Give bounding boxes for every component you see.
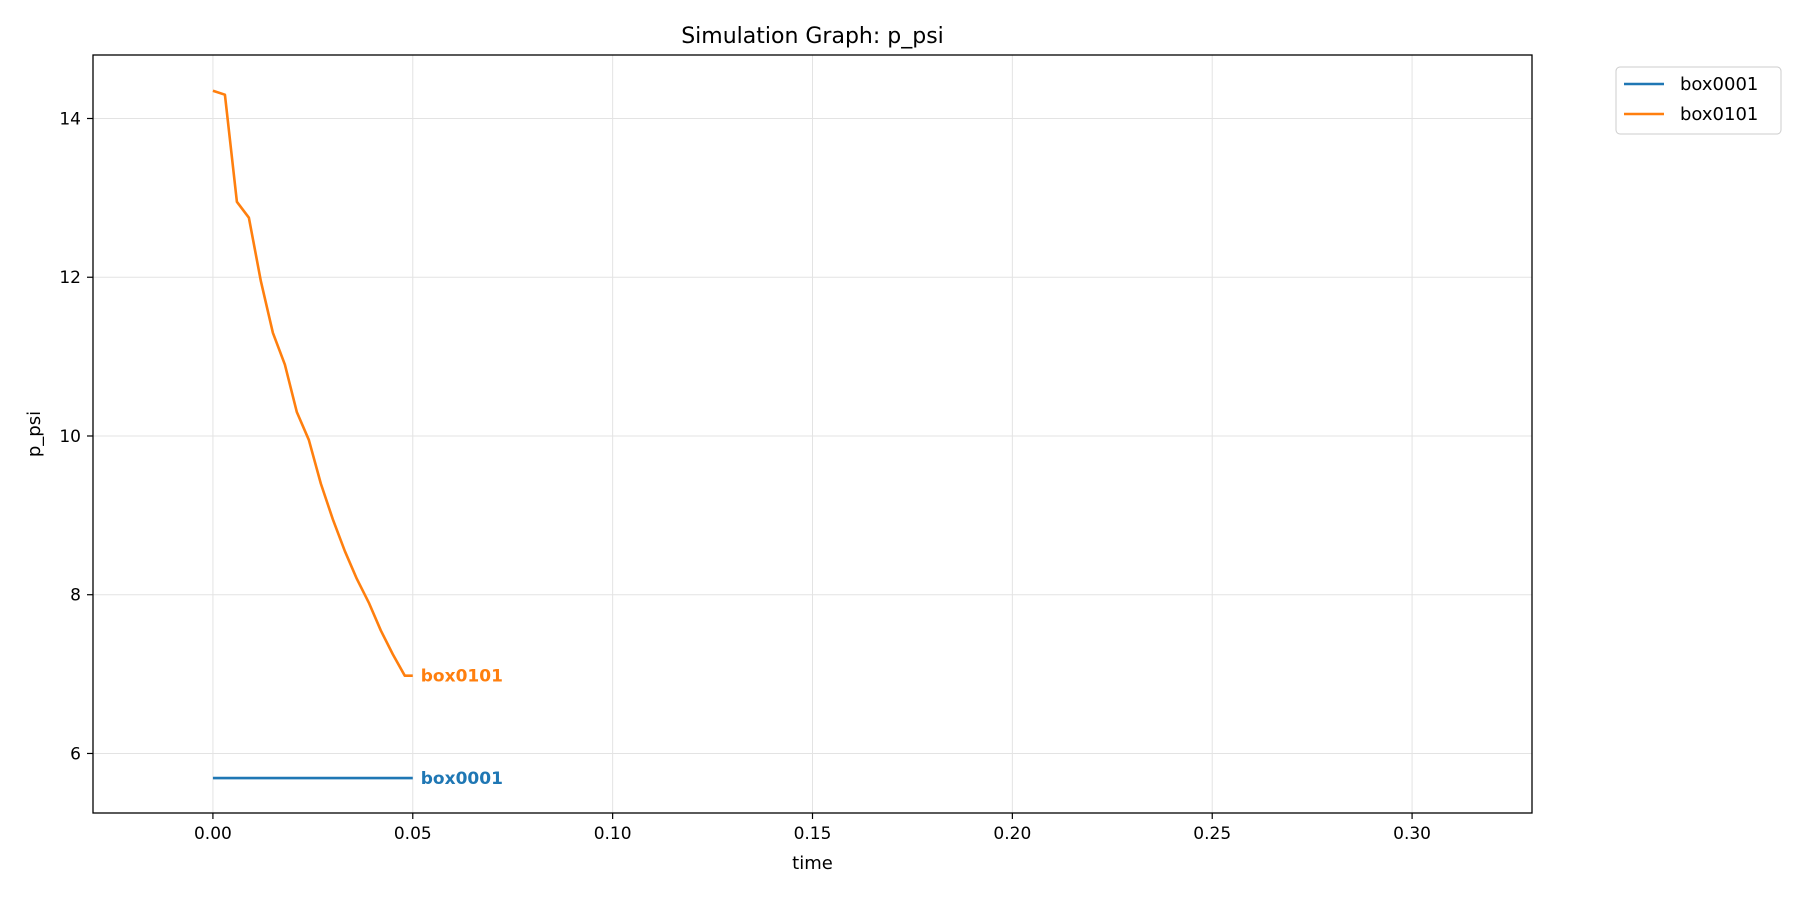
- x-tick-label: 0.05: [394, 824, 432, 844]
- series-end-label-box0101: box0101: [421, 667, 503, 687]
- x-axis: 0.00 0.05 0.10 0.15 0.20 0.25 0.30: [194, 813, 1431, 844]
- legend-label-box0001: box0001: [1680, 74, 1758, 95]
- series-line-box0101: [212, 89, 413, 677]
- y-tick-label: 10: [59, 427, 81, 447]
- y-tick-label: 14: [59, 109, 81, 129]
- x-tick-label: 0.20: [993, 824, 1031, 844]
- y-tick-label: 12: [59, 268, 81, 288]
- x-tick-label: 0.25: [1193, 824, 1231, 844]
- y-axis-label: p_psi: [24, 411, 45, 457]
- y-axis: 6 8 10 12 14: [59, 109, 93, 764]
- series-end-label-box0001: box0001: [421, 769, 503, 789]
- x-tick-label: 0.15: [794, 824, 832, 844]
- x-tick-label: 0.10: [594, 824, 632, 844]
- x-axis-label: time: [792, 853, 833, 874]
- legend: box0001 box0101: [1615, 66, 1782, 135]
- x-tick-label: 0.30: [1393, 824, 1431, 844]
- y-tick-label: 8: [70, 586, 81, 606]
- x-tick-label: 0.00: [194, 824, 232, 844]
- y-tick-label: 6: [70, 744, 81, 764]
- grid: [93, 55, 1532, 813]
- legend-label-box0101: box0101: [1680, 104, 1758, 125]
- series-layer: box0001 box0101: [212, 89, 503, 789]
- chart-title: Simulation Graph: p_psi: [681, 24, 944, 49]
